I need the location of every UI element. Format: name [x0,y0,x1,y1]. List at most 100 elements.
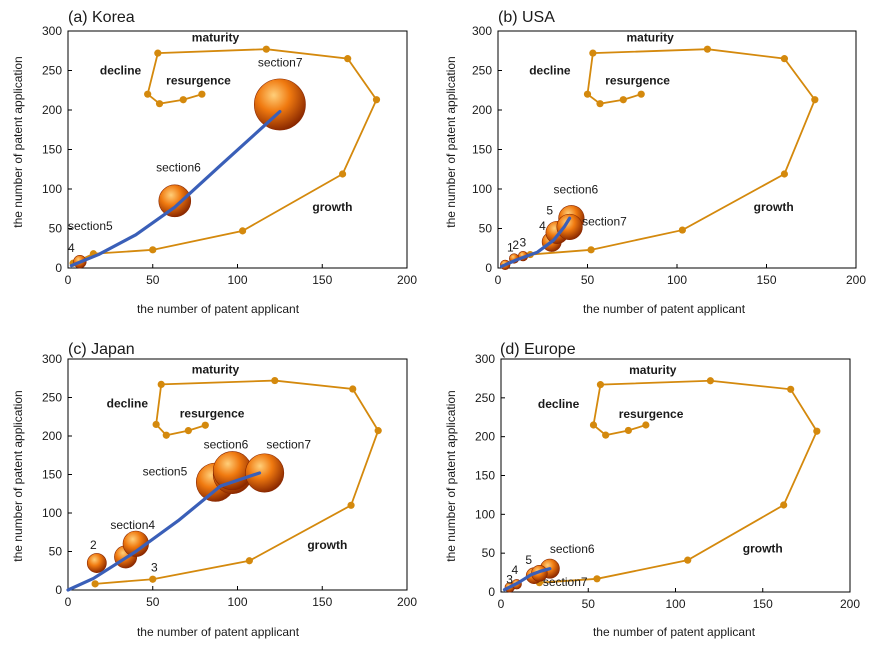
panel-japan: (c) Japan the number of patent applicati… [11,341,417,639]
section-label: section5 [68,219,113,233]
bubble-label: section6 [553,183,598,197]
trend-line [499,216,572,269]
cycle-point [587,246,595,254]
panel-title: (a) Korea [68,9,135,26]
cycle-point [349,385,357,393]
bubble-label: section7 [582,214,627,228]
x-tick-label: 100 [227,595,247,609]
cycle-point [637,90,645,98]
bubble-label: section5 [143,464,188,478]
cycle-point [787,385,795,393]
y-axis-label: the number of patent application [444,390,458,561]
bubble-label: section6 [156,161,201,175]
trend-line [69,109,282,268]
bubble [245,453,285,493]
cycle-point [347,501,355,509]
bubble-label: 4 [511,563,518,577]
y-tick-label: 150 [42,468,62,482]
cycle-line [539,379,818,584]
cycle-point [372,96,381,104]
cycle-point [374,427,382,435]
bubble-label: section7 [543,575,588,589]
y-tick-label: 250 [42,391,62,405]
panel-title: (b) USA [498,9,555,26]
bubble-label: 5 [546,203,553,217]
cycle-point [703,45,712,53]
x-tick-label: 150 [312,273,332,287]
plot-area-usa: 0 50 100 150 200 0 50 100 150 200 250 300 maturity de… [472,24,866,287]
x-tick-label: 50 [146,595,160,609]
cycle-point [198,90,206,98]
cycle-point [678,226,686,234]
x-tick-label: 100 [667,273,687,287]
bubble-label: 4 [68,241,75,255]
bubble-label: section6 [204,437,249,451]
stage-label: maturity [626,30,674,44]
y-tick-label: 200 [42,103,62,117]
cycle-point [583,90,592,98]
x-tick-label: 150 [312,595,332,609]
x-tick-label: 50 [582,597,596,611]
y-tick-label: 100 [472,182,492,196]
stage-label: growth [312,200,352,214]
cycle-point [184,427,192,435]
cycle-point [780,55,789,63]
x-axis-label: the number of patent applicant [137,625,300,639]
stage-label: resurgence [166,74,231,88]
cycle-point [596,100,604,108]
y-tick-label: 200 [472,103,492,117]
stage-label: growth [754,200,794,214]
cycle-point [706,377,715,385]
bubble-label: 2 [512,238,519,252]
x-tick-label: 50 [581,273,595,287]
cycle-point [245,557,253,565]
y-tick-label: 100 [475,507,495,521]
cycle-point [154,49,162,57]
stage-label: growth [307,538,347,552]
panel-korea: (a) Korea the number of patent applicati… [11,9,417,316]
y-tick-label: 50 [49,545,63,559]
y-tick-label: 200 [475,430,495,444]
cycle-point [780,501,788,509]
y-tick-label: 0 [55,583,62,597]
x-axis-label: the number of patent applicant [137,302,300,316]
cycle-point [642,421,650,429]
section-label: 3 [151,561,158,575]
bubble [158,184,192,218]
trend-line [66,471,262,592]
y-tick-label: 150 [42,143,62,157]
plot-area-europe: 0 50 100 150 200 0 50 100 150 200 250 300 maturity de… [475,352,860,611]
panel-title: (d) Europe [500,341,576,358]
y-tick-label: 100 [42,506,62,520]
cycle-point [596,381,605,389]
panel-title: (c) Japan [68,341,135,358]
cycle-point [144,90,152,98]
cycle-point [338,170,347,178]
panel-europe: (d) Europe the number of patent applicat… [444,341,860,639]
stage-label: decline [100,63,142,77]
x-tick-label: 0 [495,273,502,287]
stage-label: maturity [629,363,677,377]
cycle-point [262,45,270,53]
cycle-point [179,96,187,104]
stage-label: resurgence [180,407,245,421]
stage-label: decline [529,63,571,77]
x-tick-label: 0 [65,595,72,609]
cycle-point [91,580,99,588]
x-tick-label: 0 [498,597,505,611]
bubble-label: section4 [110,518,155,532]
bubble-label: 4 [539,219,546,233]
cycle-point [589,49,597,57]
x-tick-label: 200 [397,273,417,287]
y-tick-label: 200 [42,429,62,443]
cycle-point [152,420,160,429]
y-axis-label: the number of patent application [444,56,458,227]
cycle-point [624,426,632,435]
panel-usa: (b) USA the number of patent application… [444,9,866,316]
x-axis-label: the number of patent applicant [583,302,746,316]
cycle-point [149,246,157,254]
y-axis-label: the number of patent application [11,390,25,561]
bubble-label: 3 [506,572,513,586]
cycle-point [780,170,789,178]
x-tick-label: 50 [146,273,160,287]
